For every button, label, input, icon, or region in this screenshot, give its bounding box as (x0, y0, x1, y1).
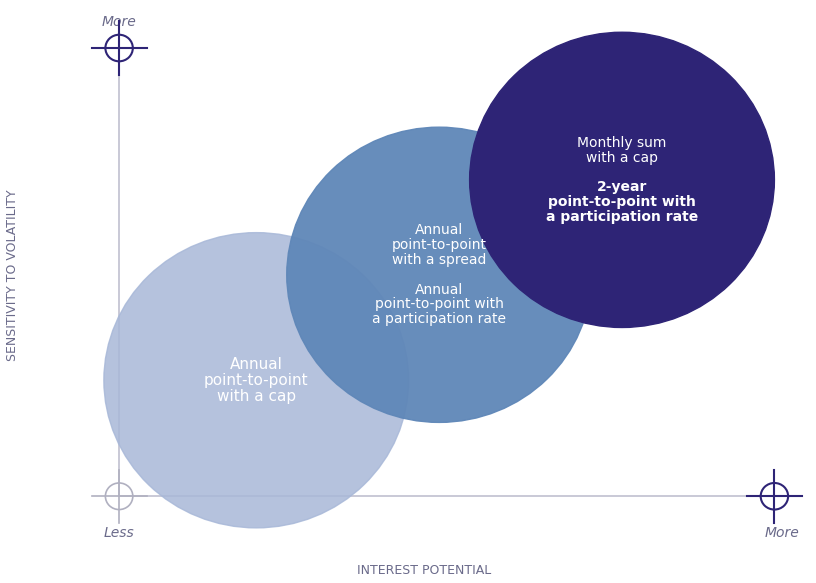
Text: Annual: Annual (415, 223, 463, 237)
Text: point-to-point: point-to-point (392, 238, 486, 252)
Text: More: More (765, 526, 800, 540)
Text: point-to-point with: point-to-point with (548, 195, 696, 209)
Text: with a spread: with a spread (392, 253, 486, 267)
Text: More: More (102, 15, 136, 29)
Text: INTEREST POTENTIAL: INTEREST POTENTIAL (357, 564, 491, 577)
Text: 2-year: 2-year (596, 180, 647, 194)
Text: with a cap: with a cap (586, 151, 658, 165)
Text: Monthly sum: Monthly sum (578, 136, 667, 150)
Ellipse shape (470, 32, 774, 328)
Text: SENSITIVITY TO VOLATILITY: SENSITIVITY TO VOLATILITY (6, 189, 19, 361)
Text: Less: Less (104, 526, 135, 540)
Text: point-to-point: point-to-point (204, 373, 308, 388)
Text: a participation rate: a participation rate (546, 210, 698, 224)
Text: Annual: Annual (230, 357, 282, 372)
Text: with a cap: with a cap (217, 389, 296, 403)
Text: point-to-point with: point-to-point with (375, 297, 503, 311)
Text: Annual: Annual (415, 283, 463, 297)
Ellipse shape (104, 233, 409, 528)
Text: a participation rate: a participation rate (372, 312, 506, 326)
Ellipse shape (286, 127, 592, 423)
